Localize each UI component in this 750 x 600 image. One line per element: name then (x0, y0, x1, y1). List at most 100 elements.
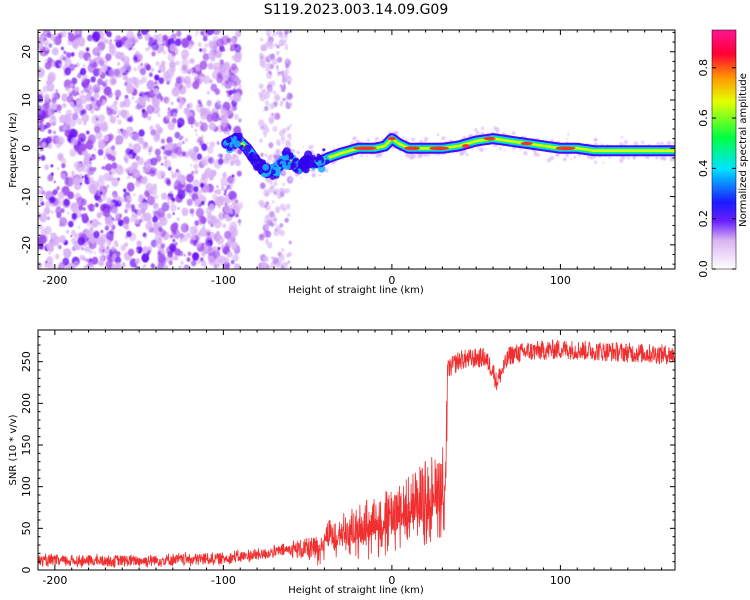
noise-blob (212, 30, 221, 35)
noise-blob (166, 180, 172, 187)
noise-blob (60, 173, 66, 180)
noise-blob (282, 261, 288, 269)
noise-blob (89, 220, 93, 224)
noise-blob (656, 141, 660, 145)
noise-blob (175, 60, 180, 66)
noise-blob (105, 60, 108, 64)
noise-blob (85, 47, 90, 52)
noise-blob (523, 151, 528, 156)
ridge-blob (258, 163, 262, 167)
noise-blob (224, 79, 233, 89)
noise-blob (82, 207, 86, 211)
noise-blob (97, 56, 105, 67)
noise-blob (267, 155, 273, 161)
noise-blob (282, 189, 287, 194)
noise-blob (231, 241, 239, 251)
noise-blob (156, 170, 165, 180)
noise-blob (97, 142, 104, 149)
ridge-hotspot (520, 141, 533, 146)
noise-blob (227, 175, 234, 184)
noise-blob (49, 103, 56, 111)
noise-blob (172, 238, 176, 243)
ridge-blob (240, 144, 244, 149)
noise-blob (276, 67, 280, 72)
noise-blob (178, 250, 184, 257)
noise-blob (268, 118, 274, 125)
noise-blob (163, 155, 168, 161)
noise-blob (59, 217, 68, 227)
noise-blob (106, 107, 113, 116)
noise-blob (98, 221, 101, 225)
noise-blob (274, 191, 277, 195)
noise-blob (131, 96, 135, 100)
noise-blob (195, 180, 198, 183)
noise-blob (184, 266, 189, 269)
noise-blob (57, 167, 60, 171)
snr-axes-frame (37, 329, 676, 571)
noise-blob (93, 46, 102, 57)
noise-blob (142, 232, 147, 238)
noise-blob (423, 140, 426, 143)
y-tick-label: -20 (20, 236, 33, 254)
noise-blob (275, 262, 281, 268)
noise-blob (138, 129, 145, 137)
noise-blob (376, 155, 379, 158)
ridge-hotspot (555, 146, 576, 151)
noise-blob (65, 119, 70, 126)
noise-blob (105, 217, 114, 228)
noise-blob (217, 100, 222, 105)
noise-blob (217, 246, 221, 251)
noise-blob (118, 196, 124, 204)
ridge-blob (293, 158, 297, 163)
noise-blob (281, 248, 285, 252)
noise-blob (173, 180, 182, 191)
noise-blob (82, 160, 87, 165)
noise-blob (148, 152, 151, 156)
noise-blob (175, 76, 182, 84)
noise-blob (417, 156, 419, 159)
noise-blob (207, 62, 214, 70)
noise-blob (135, 248, 139, 253)
noise-blob (633, 141, 639, 146)
noise-blob (374, 136, 379, 141)
noise-blob (216, 38, 224, 48)
noise-blob (194, 129, 197, 133)
noise-blob (181, 234, 189, 242)
noise-blob (300, 177, 303, 179)
noise-blob (216, 263, 220, 268)
noise-blob (91, 256, 99, 265)
noise-blob (51, 210, 54, 214)
noise-blob (92, 218, 100, 228)
noise-blob (182, 55, 187, 61)
noise-blob (124, 39, 132, 50)
noise-blob (655, 156, 659, 160)
noise-blob (94, 202, 99, 208)
noise-blob (55, 206, 63, 215)
noise-blob (38, 154, 41, 161)
noise-blob (193, 186, 199, 193)
noise-blob (570, 158, 573, 161)
noise-blob (135, 258, 141, 265)
noise-blob (153, 202, 159, 210)
snr-panel: -200 -100 0 100 0 50 100 150 200 250 Height of st… (8, 329, 676, 596)
noise-blob (112, 194, 116, 199)
noise-blob (67, 191, 74, 200)
noise-blob (64, 67, 72, 76)
noise-blob (114, 51, 122, 60)
noise-blob (194, 121, 200, 128)
noise-blob (47, 262, 55, 269)
noise-blob (224, 65, 229, 70)
noise-blob (136, 32, 141, 37)
noise-blob (267, 87, 273, 94)
y-tick-label: 0 (20, 145, 33, 152)
ridge-blob (245, 151, 249, 155)
noise-blob (139, 91, 144, 96)
noise-blob (620, 136, 623, 139)
noise-blob (124, 242, 129, 247)
noise-blob (102, 99, 106, 104)
noise-blob (117, 61, 121, 66)
noise-blob (167, 52, 175, 62)
noise-blob (141, 253, 150, 263)
noise-blob (479, 147, 484, 153)
noise-blob (123, 216, 130, 225)
